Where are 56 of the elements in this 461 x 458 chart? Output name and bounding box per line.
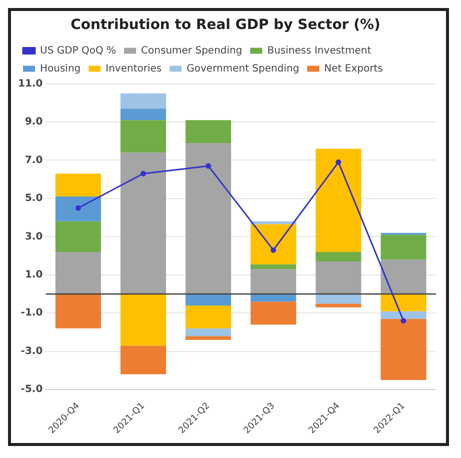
legend-label: Government Spending [186,63,300,74]
bar [250,294,296,302]
bar [120,93,166,109]
point [140,170,146,176]
bar [380,260,426,294]
bar [316,148,362,252]
legend-label: Inventories [106,63,162,74]
point [336,159,342,165]
y-tick-label: -1.0 [20,308,43,319]
bar [250,264,296,270]
bar [316,262,362,294]
y-tick-label: 9.0 [24,116,43,128]
bar [380,234,426,260]
bar [120,346,166,374]
bar [316,304,362,308]
legend-label: US GDP QoQ % [40,45,116,56]
y-tick-label: 1.0 [24,270,43,281]
y-tick-label: -3.0 [20,346,43,357]
legend-label: Net Exports [324,63,383,74]
bar [380,318,426,380]
bar [186,143,232,294]
legend-label: Housing [40,63,81,74]
point [206,163,212,169]
bar [316,294,362,304]
y-tick-label: 5.0 [24,193,43,204]
bar [380,294,426,312]
bar [120,152,166,294]
bar [55,294,101,328]
bar [186,336,232,340]
y-tick-label: -5.0 [20,384,43,396]
bar [250,302,296,325]
bar [120,294,166,346]
bar [55,196,101,222]
point [400,318,406,324]
bar [380,311,426,319]
bar [250,221,296,224]
y-tick-label: 7.0 [24,154,43,166]
bar [55,221,101,252]
chart-title: Contribution to Real GDP by Sector (%) [70,17,380,34]
y-tick-label: 3.0 [24,231,43,242]
bar [186,294,232,306]
bar [250,269,296,294]
bar [120,120,166,153]
bar [316,252,362,262]
legend-label: Consumer Spending [141,45,242,56]
bar [186,328,232,336]
bar [186,305,232,328]
bar [55,174,101,197]
bar [250,224,296,264]
bar [186,120,232,144]
bar [55,252,101,294]
bar [120,108,166,120]
legend-label: Business Investment [267,45,372,56]
point [270,247,276,253]
y-tick-label: 11.0 [18,78,43,90]
point [75,205,81,211]
